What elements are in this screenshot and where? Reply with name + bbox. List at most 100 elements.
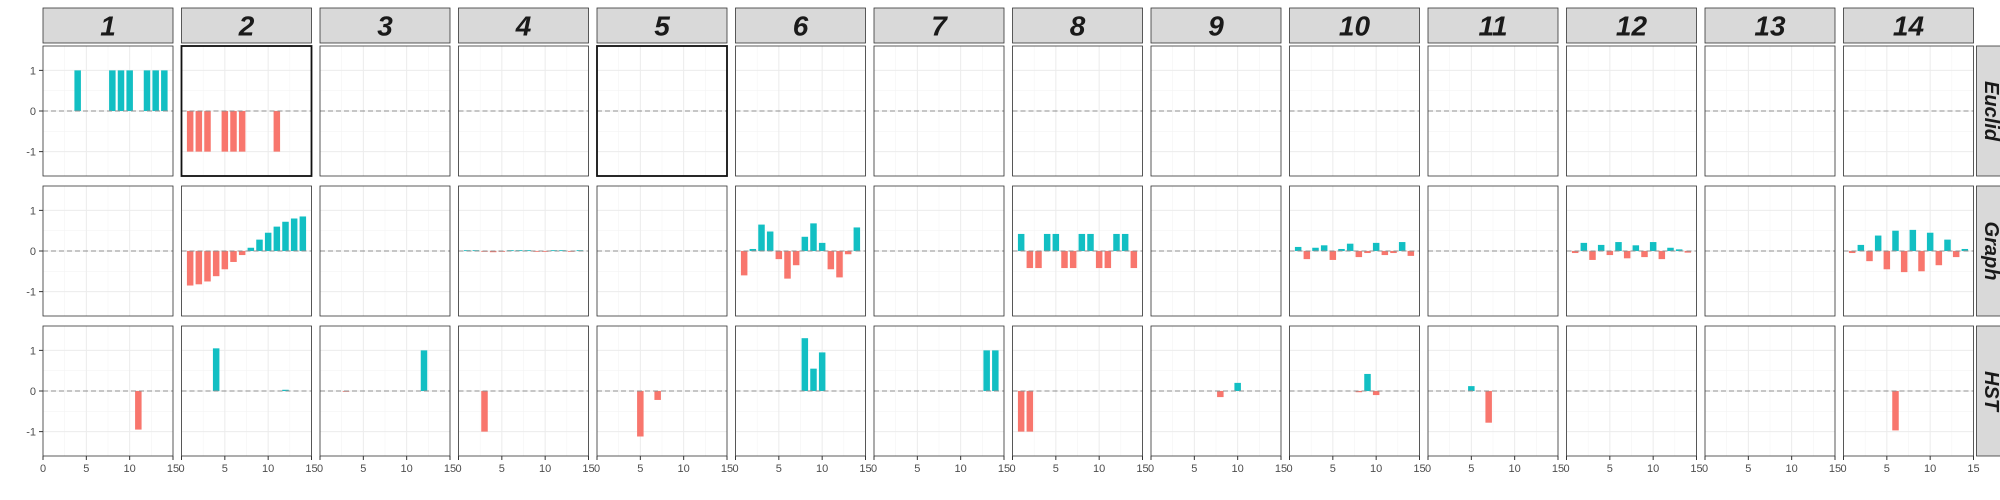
- column-strip-label-8: 8: [1070, 11, 1086, 42]
- column-strip-8: [1012, 7, 1143, 44]
- bar: [983, 350, 990, 391]
- panel-graph-11: [1427, 185, 1559, 317]
- panel-hst-10: [1289, 325, 1420, 457]
- bar: [740, 251, 748, 276]
- bar: [247, 247, 255, 251]
- column-strip-1: [42, 7, 174, 44]
- panel-hst-6: [735, 325, 866, 457]
- bar: [204, 111, 211, 152]
- bar: [810, 223, 817, 251]
- x-tick-label: 5: [1607, 463, 1613, 475]
- x-tick-label: 15: [1552, 463, 1564, 475]
- panel-euclid-12: [1566, 45, 1697, 177]
- panel-border: [458, 325, 589, 457]
- bar: [161, 70, 168, 111]
- panel-hst-12: [1566, 325, 1697, 457]
- panel-graph-3: [319, 185, 451, 317]
- bar: [1407, 251, 1415, 256]
- x-tick-label: 10: [539, 463, 551, 475]
- x-tick-label: 15: [1829, 463, 1841, 475]
- bar: [1372, 242, 1380, 251]
- column-strip-label-13: 13: [1754, 11, 1786, 42]
- panel-euclid-5: [596, 45, 728, 177]
- panel-euclid-6: [735, 45, 866, 177]
- bar: [1918, 251, 1925, 272]
- x-tick-label: 0: [317, 463, 323, 475]
- column-strip-label-9: 9: [1208, 11, 1224, 42]
- panel-hst-3: [319, 325, 451, 457]
- bar: [1485, 391, 1492, 423]
- bar: [637, 391, 644, 437]
- panel-border: [1566, 45, 1697, 177]
- bar: [1364, 251, 1371, 254]
- bar: [256, 239, 263, 251]
- panel-border: [1843, 45, 1974, 177]
- x-tick-label: 15: [1136, 463, 1148, 475]
- bar: [1667, 247, 1674, 251]
- panel-graph-1: [42, 185, 174, 317]
- x-tick-label: 15: [1690, 463, 1702, 475]
- panel-border: [735, 185, 866, 317]
- bar: [1026, 391, 1034, 432]
- panel-euclid-9: [1150, 45, 1282, 177]
- column-strip-label-12: 12: [1616, 11, 1648, 42]
- panel-border: [873, 325, 1005, 457]
- x-tick-label: 15: [1275, 463, 1287, 475]
- bar: [195, 251, 203, 285]
- column-strip-7: [873, 7, 1005, 44]
- column-strip-5: [596, 7, 728, 44]
- column-strip-label-5: 5: [654, 11, 670, 42]
- row-strip-graph: [1976, 185, 2000, 317]
- x-tick-label: 10: [1370, 463, 1382, 475]
- bar: [749, 248, 757, 251]
- bar: [1909, 229, 1917, 251]
- bar: [273, 226, 281, 251]
- bar: [1649, 242, 1657, 251]
- panel-border: [1704, 185, 1836, 317]
- bar: [126, 70, 133, 111]
- panel-graph-10: [1289, 185, 1420, 317]
- bar: [1606, 251, 1614, 256]
- bar: [810, 368, 817, 391]
- bar: [1234, 382, 1241, 391]
- panel-graph-13: [1704, 185, 1836, 317]
- column-strip-label-14: 14: [1893, 11, 1925, 42]
- bar: [1320, 245, 1328, 251]
- panel-hst-14: [1843, 325, 1974, 457]
- panel-border-highlighted: [180, 45, 313, 177]
- panel-border: [1843, 185, 1974, 317]
- x-tick-label: 15: [998, 463, 1010, 475]
- column-strip-label-6: 6: [793, 11, 809, 42]
- y-tick-label: 0: [30, 386, 36, 398]
- bar: [1398, 242, 1406, 251]
- panel-hst-7: [873, 325, 1005, 457]
- bar: [1104, 251, 1112, 269]
- bar: [212, 251, 220, 277]
- x-tick-label: 5: [1330, 463, 1336, 475]
- x-tick-label: 10: [401, 463, 413, 475]
- y-tick-label: 0: [30, 246, 36, 258]
- panel-border: [1289, 185, 1420, 317]
- x-tick-label: 0: [1286, 463, 1292, 475]
- bar: [524, 250, 532, 251]
- panel-border: [1150, 325, 1282, 457]
- panel-border: [1427, 45, 1559, 177]
- x-tick-label: 5: [914, 463, 920, 475]
- x-tick-label: 5: [1191, 463, 1197, 475]
- x-tick-label: 5: [637, 463, 643, 475]
- bar: [1580, 242, 1588, 251]
- panel-hst-5: [596, 325, 728, 457]
- bar: [1061, 251, 1068, 269]
- panel-border: [1150, 45, 1282, 177]
- bar: [212, 348, 220, 391]
- bar: [801, 236, 809, 251]
- bar: [1052, 233, 1060, 251]
- bar: [853, 227, 861, 251]
- x-tick-label: 5: [776, 463, 782, 475]
- bar: [1364, 373, 1371, 391]
- bar: [1113, 233, 1120, 251]
- bar: [1615, 242, 1622, 251]
- column-strip-14: [1843, 7, 1974, 44]
- bar: [1597, 244, 1605, 251]
- x-tick-label: 10: [1786, 463, 1798, 475]
